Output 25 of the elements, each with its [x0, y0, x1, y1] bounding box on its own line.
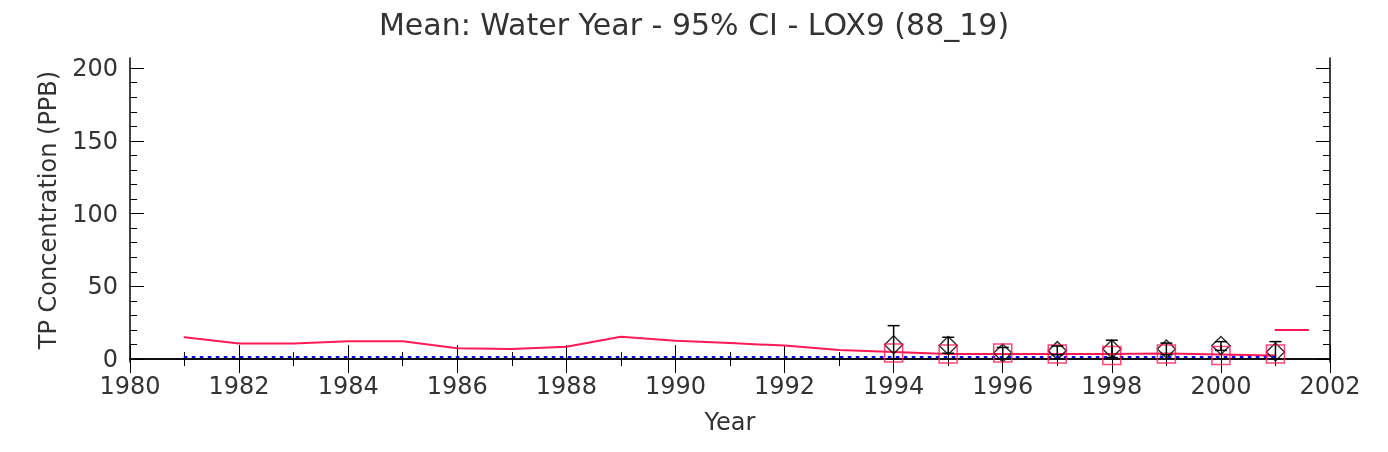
point — [883, 343, 904, 363]
y-tick-label: 100 — [72, 199, 118, 228]
point — [1156, 344, 1177, 364]
x-tick-label: 2002 — [1299, 372, 1361, 400]
x-tick-label: 1980 — [99, 372, 161, 400]
x-tick-label: 1984 — [317, 372, 379, 400]
x-tick-label: 1982 — [208, 372, 270, 400]
x-tick-label: 2000 — [1190, 372, 1252, 400]
point — [1211, 335, 1231, 356]
x-tick-label: 1990 — [644, 372, 706, 400]
chart-title: Mean: Water Year - 95% CI - LOX9 (88_19) — [378, 6, 1010, 42]
y-tick-label: 150 — [72, 126, 118, 155]
x-tick-label: 1998 — [1081, 372, 1143, 400]
y-tick-label: 0 — [102, 345, 118, 374]
point — [938, 344, 958, 364]
y-tick-label: 50 — [87, 272, 118, 301]
x-axis-title: Year — [703, 408, 756, 436]
x-tick-label: 1992 — [754, 372, 816, 400]
x-tick-label: 1994 — [863, 372, 925, 400]
y-tick-label: 200 — [72, 54, 118, 83]
point — [883, 334, 904, 355]
x-tick-label: 1996 — [972, 372, 1034, 400]
x-tick-label: 1986 — [426, 372, 488, 400]
y-axis-title: TP Concentration (PPB) — [34, 70, 62, 351]
x-tick-label: 1988 — [535, 372, 597, 400]
